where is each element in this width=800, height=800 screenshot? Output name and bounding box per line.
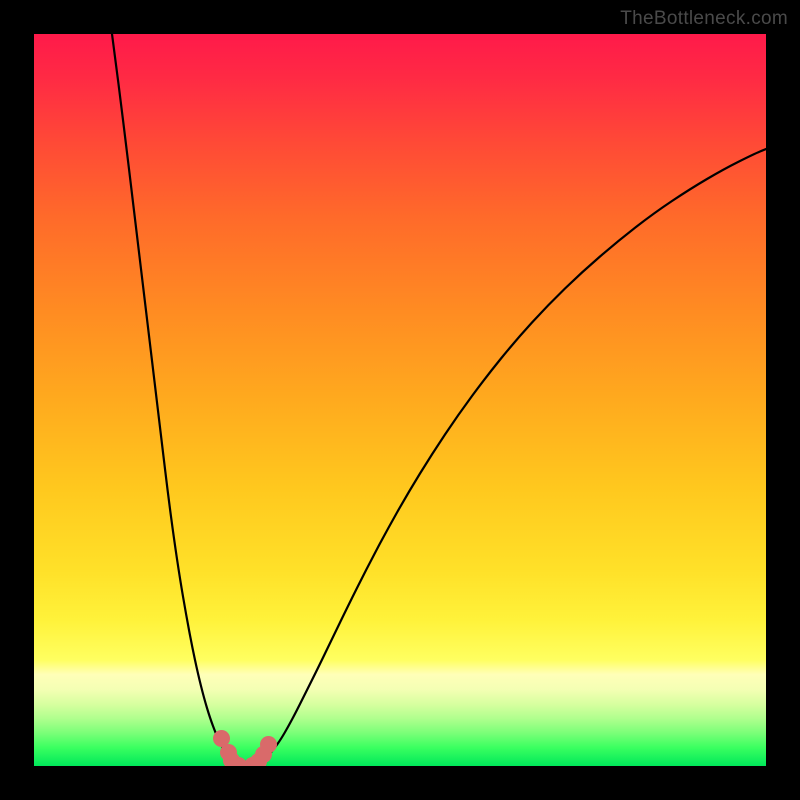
left-curve xyxy=(112,34,240,765)
bottleneck-curves xyxy=(34,34,766,766)
data-dot xyxy=(260,736,277,753)
plot-area xyxy=(34,34,766,766)
watermark-text: TheBottleneck.com xyxy=(620,8,788,30)
outer-frame: TheBottleneck.com xyxy=(0,0,800,800)
right-curve xyxy=(252,149,766,765)
